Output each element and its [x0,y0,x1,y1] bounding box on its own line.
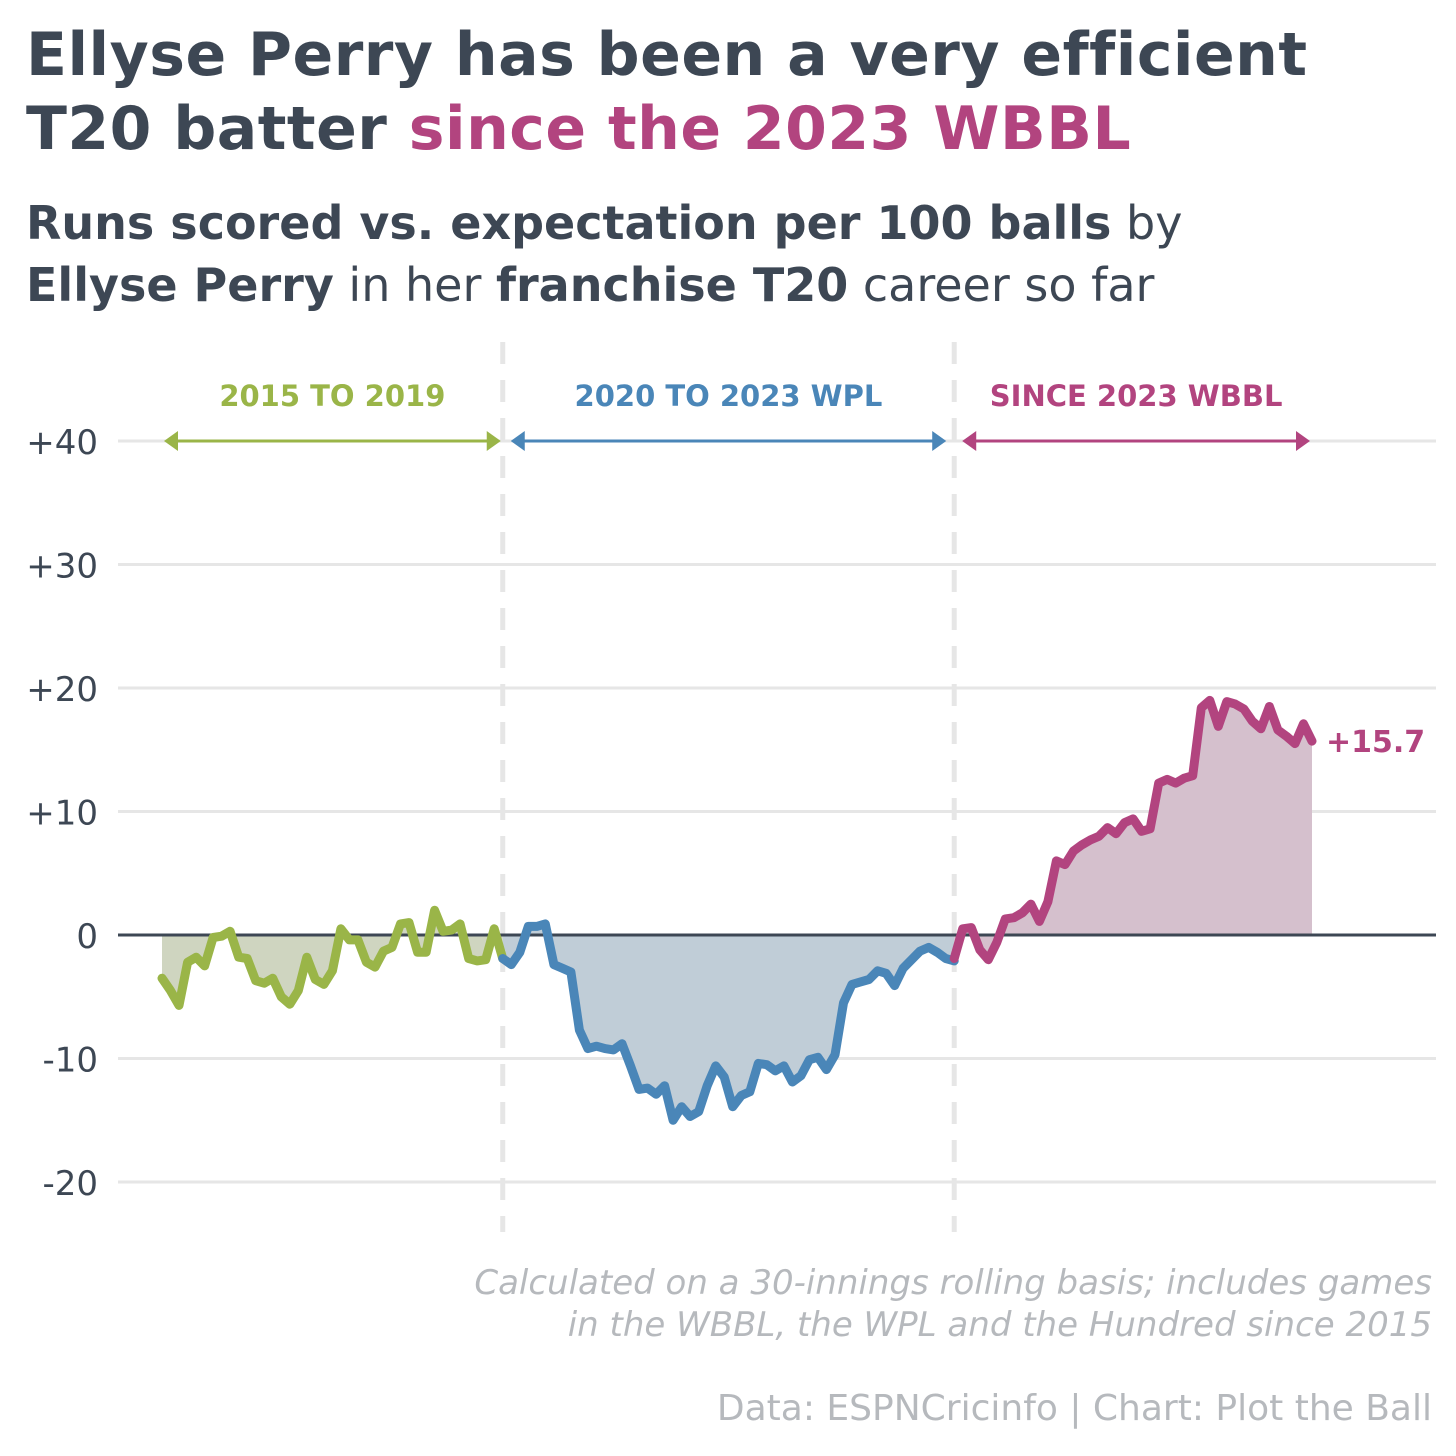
subtitle-in-her: in her [333,258,496,312]
period-label: 2015 TO 2019 [219,379,445,413]
title-line-1: Ellyse Perry has been a very efficient [26,20,1308,90]
period-annotations: 2015 TO 2019 2020 TO 2023 WPL SINCE 2023 W… [164,379,1310,451]
arrow-left-icon [510,431,525,451]
note-line-1: Calculated on a 30-innings rolling basis… [474,1263,1432,1303]
area-fill-period-3 [954,700,1312,960]
y-tick-label: +40 [26,423,98,463]
period-label: 2020 TO 2023 WPL [575,379,883,413]
y-tick-label: 0 [76,917,98,957]
y-tick-label: +10 [26,794,98,834]
chart-title: Ellyse Perry has been a very efficient T… [26,18,1436,166]
series-lines [157,695,1317,1125]
rolling-runs-chart: -20 -10 0 +10 +20 +30 +40 2015 TO 2019 2020 TO … [26,342,1436,1232]
title-highlight: since the 2023 WBBL [408,94,1132,164]
y-tick-label: +30 [26,547,98,587]
arrow-left-icon [962,431,977,451]
y-tick-label: -20 [42,1164,98,1204]
subtitle-career: career so far [848,258,1155,312]
period-marker-3: SINCE 2023 WBBL [962,379,1310,451]
arrow-right-icon [486,431,501,451]
arrow-right-icon [1296,431,1310,451]
period-marker-1: 2015 TO 2019 [164,379,501,451]
series-line-period-1 [157,905,508,1010]
period-dividers [500,342,957,1232]
arrow-right-icon [932,431,947,451]
series-line-period-3 [949,695,1317,965]
subtitle-format: franchise T20 [495,258,849,312]
y-tick-label: -10 [42,1041,98,1081]
note-line-2: in the WBBL, the WPL and the Hundred sin… [567,1305,1432,1345]
end-value-label: +15.7 [1326,725,1425,760]
subtitle-by: by [1111,196,1183,250]
subtitle-player: Ellyse Perry [26,258,334,312]
area-fill-period-2 [502,923,955,1121]
subtitle-metric: Runs scored vs. expectation per 100 ball… [26,196,1112,250]
arrow-left-icon [164,431,178,451]
chart-subtitle: Runs scored vs. expectation per 100 ball… [26,192,1436,316]
methodology-note: Calculated on a 30-innings rolling basis… [232,1262,1432,1346]
period-marker-2: 2020 TO 2023 WPL [510,379,947,451]
y-axis: -20 -10 0 +10 +20 +30 +40 [26,423,98,1204]
period-label: SINCE 2023 WBBL [990,379,1283,413]
title-line-2: T20 batter [26,94,409,164]
y-tick-label: +20 [26,670,98,710]
source-credit: Data: ESPNCricinfo | Chart: Plot the Bal… [716,1388,1432,1429]
series-line-period-2 [498,919,959,1125]
